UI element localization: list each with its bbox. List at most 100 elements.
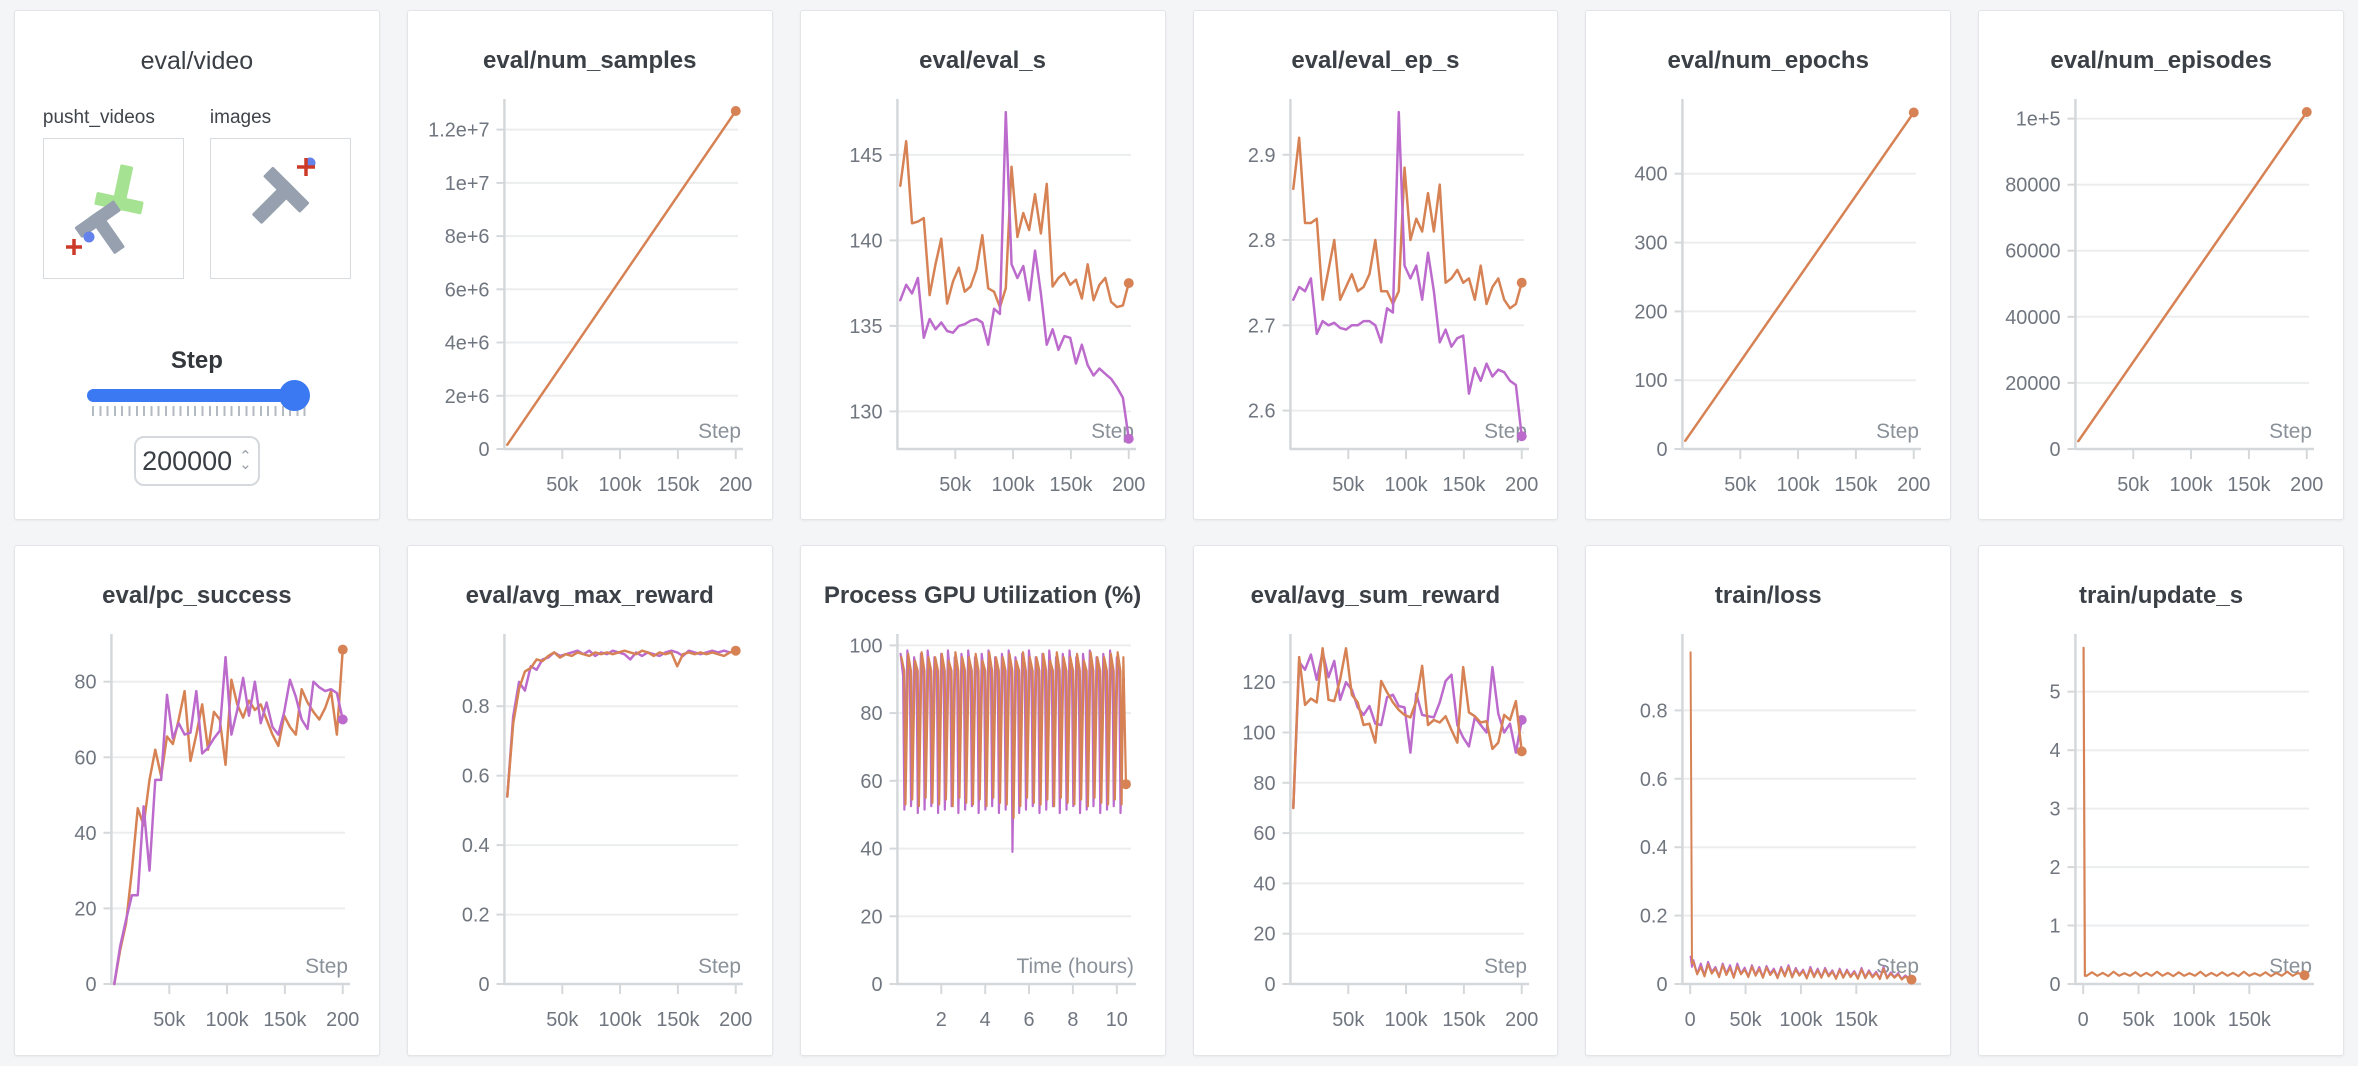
svg-text:50k: 50k [2123, 1009, 2155, 1031]
svg-text:400: 400 [1635, 164, 1668, 186]
line-chart-num-epochs[interactable]: 0 100 200 300 400 50k 100k 150k 200 Step [1586, 93, 1950, 517]
image-thumbnail[interactable] [209, 138, 351, 279]
line-chart-num-samples[interactable]: 0 2e+6 4e+6 6e+6 8e+6 1e+7 1.2e+7 50k 100k 150k 20… [408, 93, 772, 517]
svg-text:100k: 100k [205, 1009, 248, 1031]
svg-text:1e+5: 1e+5 [2016, 109, 2061, 131]
media-label: pusht_videos [42, 107, 155, 128]
svg-text:120: 120 [1242, 672, 1275, 694]
step-down-icon[interactable]: ⌄ [239, 456, 252, 473]
svg-text:50k: 50k [1725, 474, 1757, 496]
stepper-arrows[interactable]: ⌃ ⌄ [239, 448, 252, 473]
svg-text:50k: 50k [546, 1009, 578, 1031]
svg-text:200: 200 [1505, 1009, 1538, 1031]
svg-text:150k: 150k [2228, 474, 2271, 496]
svg-text:0: 0 [2078, 1009, 2089, 1031]
svg-text:150k: 150k [1442, 474, 1485, 496]
svg-text:0: 0 [2050, 974, 2061, 996]
svg-text:140: 140 [849, 230, 882, 252]
chart-panel-gpu-utilization: Process GPU Utilization (%) 0 20 40 60 80 100… [799, 545, 1166, 1056]
svg-text:80000: 80000 [2005, 175, 2060, 197]
svg-text:50k: 50k [2117, 474, 2149, 496]
svg-text:6: 6 [1023, 1009, 1034, 1031]
line-chart-train-loss[interactable]: 0 0.2 0.4 0.6 0.8 0 50k 100k 150k Step [1586, 628, 1950, 1052]
step-value[interactable]: 200000 [142, 445, 233, 476]
chart-panel-train-update-s: train/update_s 0 1 2 3 4 5 0 50k 100k 150k Step [1978, 545, 2344, 1056]
svg-text:80: 80 [1253, 773, 1275, 795]
svg-text:8e+6: 8e+6 [445, 226, 490, 248]
svg-text:2.7: 2.7 [1247, 315, 1275, 337]
chart-panel-eval-s: eval/eval_s 130 135 140 145 50k 100k 150k 200 St… [799, 10, 1166, 520]
svg-text:Step: Step [698, 955, 741, 978]
line-chart-eval-ep-s[interactable]: 2.6 2.7 2.8 2.9 50k 100k 150k 200 Step [1194, 93, 1558, 517]
svg-text:0: 0 [1657, 439, 1668, 461]
line-chart-num-episodes[interactable]: 0 20000 40000 60000 80000 1e+5 50k 100k 150k 200 S… [1979, 93, 2343, 517]
svg-text:0.4: 0.4 [462, 835, 490, 857]
slider-track[interactable] [86, 380, 310, 411]
svg-text:0: 0 [478, 439, 489, 461]
svg-text:150k: 150k [656, 474, 699, 496]
svg-text:1: 1 [2050, 915, 2061, 937]
svg-text:0: 0 [2050, 439, 2061, 461]
svg-text:100k: 100k [1384, 1009, 1427, 1031]
svg-text:0.8: 0.8 [462, 696, 490, 718]
svg-text:60: 60 [74, 747, 96, 769]
svg-text:2e+6: 2e+6 [445, 386, 490, 408]
svg-text:4: 4 [2050, 740, 2061, 762]
svg-text:200: 200 [1897, 474, 1930, 496]
svg-text:20: 20 [74, 898, 96, 920]
svg-text:200: 200 [719, 1009, 752, 1031]
svg-text:2: 2 [2050, 857, 2061, 879]
svg-text:80: 80 [860, 703, 882, 725]
svg-text:0.6: 0.6 [462, 766, 490, 788]
svg-text:Step: Step [1091, 420, 1134, 443]
svg-text:100k: 100k [598, 1009, 641, 1031]
line-chart-gpu-utilization[interactable]: 0 20 40 60 80 100 2 4 6 8 10 Time (hours) [801, 628, 1165, 1052]
svg-text:0: 0 [478, 974, 489, 996]
svg-text:60: 60 [860, 771, 882, 793]
line-chart-avg-max-reward[interactable]: 0 0.2 0.4 0.6 0.8 50k 100k 150k 200 Step [408, 628, 772, 1052]
svg-text:0: 0 [1685, 1009, 1696, 1031]
svg-text:0: 0 [1657, 974, 1668, 996]
line-chart-pc-success[interactable]: 0 20 40 60 80 50k 100k 150k 200 Step [15, 628, 379, 1052]
line-chart-eval-s[interactable]: 130 135 140 145 50k 100k 150k 200 Step [801, 93, 1165, 517]
svg-text:100k: 100k [2170, 474, 2213, 496]
svg-text:10: 10 [1105, 1009, 1127, 1031]
svg-text:145: 145 [849, 145, 882, 167]
chart-panel-num-episodes: eval/num_episodes 0 20000 40000 60000 80000 1… [1978, 10, 2344, 520]
chart-panel-num-samples: eval/num_samples 0 2e+6 4e+6 6e+6 8e+6 1e+7 1.… [406, 10, 773, 520]
step-up-icon[interactable]: ⌃ [239, 448, 252, 465]
chart-panel-num-epochs: eval/num_epochs 0 100 200 300 400 50k 100k 150k… [1585, 10, 1952, 520]
svg-text:Step: Step [698, 420, 741, 443]
chart-title: eval/avg_max_reward [465, 582, 714, 609]
line-chart-avg-sum-reward[interactable]: 0 20 40 60 80 100 120 50k 100k 150k 200 Step [1194, 628, 1558, 1052]
svg-text:0.8: 0.8 [1640, 700, 1668, 722]
svg-text:150k: 150k [1835, 474, 1878, 496]
svg-text:50k: 50k [939, 474, 971, 496]
svg-text:1e+7: 1e+7 [445, 173, 490, 195]
svg-text:150k: 150k [1049, 474, 1092, 496]
svg-text:0.2: 0.2 [1640, 906, 1668, 928]
chart-title: eval/avg_sum_reward [1250, 582, 1501, 609]
video-thumbnail-pusht[interactable] [42, 138, 184, 279]
step-slider[interactable] [86, 380, 310, 416]
svg-text:0.4: 0.4 [1640, 837, 1668, 859]
chart-panel-pc-success: eval/pc_success 0 20 40 60 80 50k 100k 150k 200 S… [14, 545, 380, 1056]
chart-title: eval/num_episodes [2050, 47, 2272, 74]
svg-text:130: 130 [849, 401, 882, 423]
svg-text:300: 300 [1635, 233, 1668, 255]
chart-title: eval/pc_success [102, 582, 292, 609]
svg-text:3: 3 [2050, 799, 2061, 821]
chart-title: train/update_s [2079, 582, 2244, 609]
slider-thumb[interactable] [278, 380, 310, 411]
svg-text:5: 5 [2050, 682, 2061, 704]
svg-text:60000: 60000 [2005, 241, 2060, 263]
panel-title: eval/video [140, 47, 254, 75]
step-value-input[interactable]: 200000 ⌃ ⌄ [133, 436, 260, 486]
svg-text:40: 40 [1253, 873, 1275, 895]
svg-text:100k: 100k [1780, 1009, 1823, 1031]
svg-text:50k: 50k [1730, 1009, 1762, 1031]
svg-text:100k: 100k [1384, 474, 1427, 496]
svg-text:100k: 100k [2173, 1009, 2216, 1031]
